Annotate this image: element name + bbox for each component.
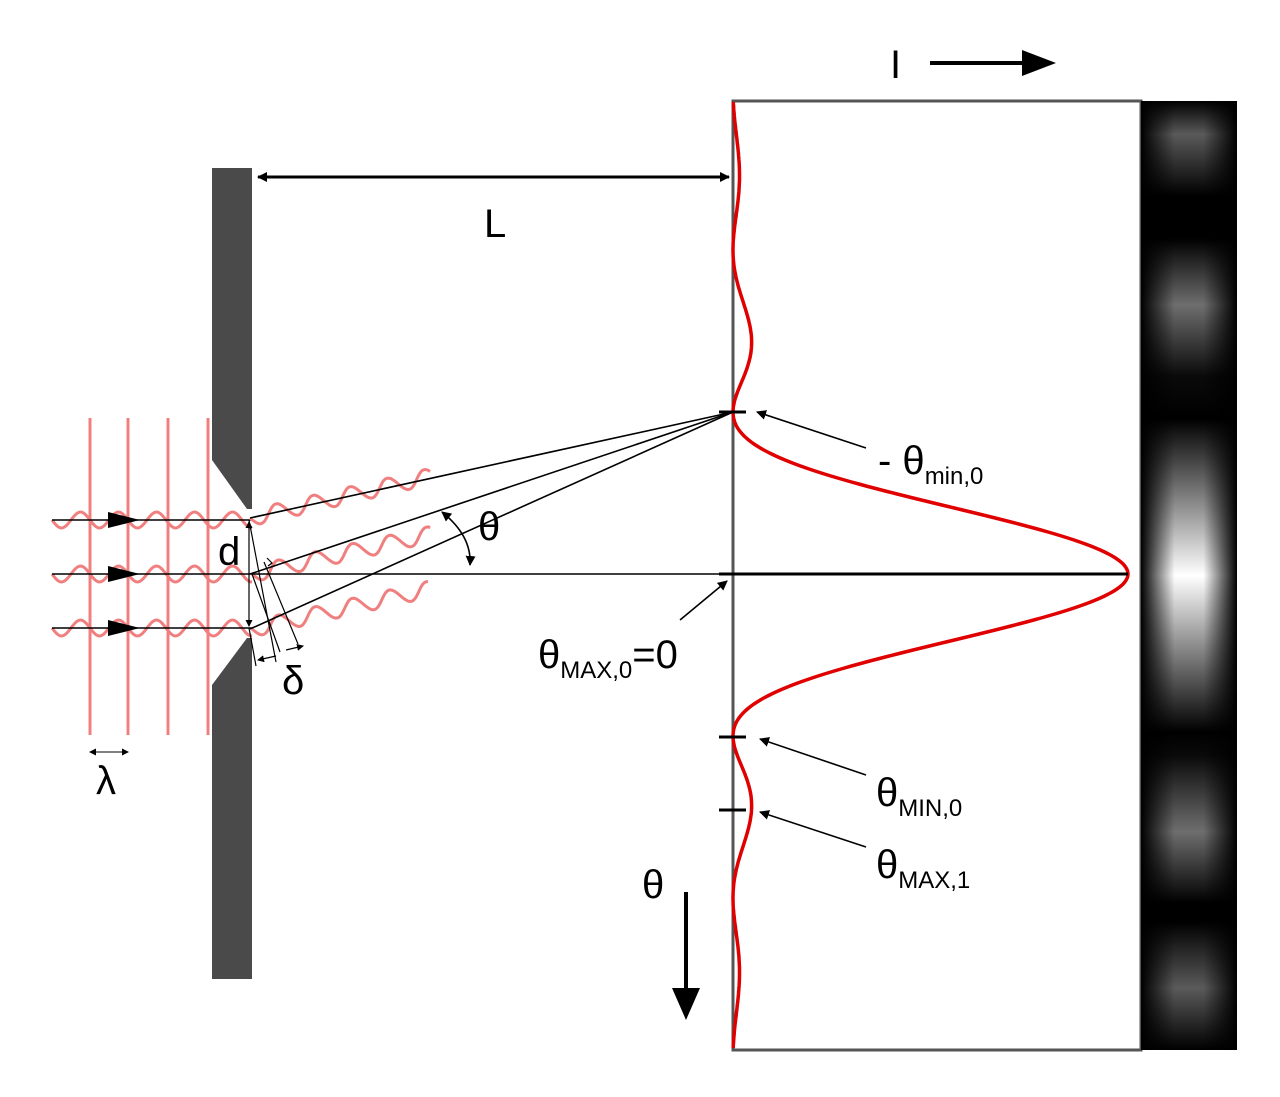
light-wave xyxy=(50,618,253,638)
diffracted-waves xyxy=(249,467,431,637)
min0-label: θMIN,0 xyxy=(876,771,962,822)
ray-arrowheads xyxy=(108,512,140,636)
slit-geometry xyxy=(245,519,304,667)
arrow-down-icon xyxy=(672,892,700,1020)
max1-label: θMAX,1 xyxy=(876,843,970,894)
theta-angle-arc xyxy=(441,511,476,566)
light-wave xyxy=(50,564,253,584)
fringe-pattern xyxy=(1141,101,1237,1050)
neg-min0-label: - θmin,0 xyxy=(878,439,983,490)
theta-axis-label: θ xyxy=(642,863,664,907)
wavelength-label: λ xyxy=(96,759,116,803)
light-wave xyxy=(251,525,431,582)
path-difference-label: δ xyxy=(282,659,304,703)
slit-width-label: d xyxy=(218,530,240,574)
incoming-waves xyxy=(50,510,253,638)
distance-label: L xyxy=(484,202,506,246)
screen-ticks xyxy=(719,410,1128,812)
light-wave xyxy=(50,510,253,530)
light-wave xyxy=(249,467,431,526)
light-wave xyxy=(251,580,429,637)
arrow-right-icon xyxy=(930,50,1056,76)
diffracted-rays xyxy=(249,411,734,630)
annotation-pointers xyxy=(679,410,867,848)
max0-label: θMAX,0=0 xyxy=(538,633,678,684)
slit-barrier xyxy=(212,168,252,979)
intensity-axis-label: I xyxy=(890,43,901,87)
angle-label: θ xyxy=(478,505,500,549)
incoming-rays xyxy=(52,519,252,629)
